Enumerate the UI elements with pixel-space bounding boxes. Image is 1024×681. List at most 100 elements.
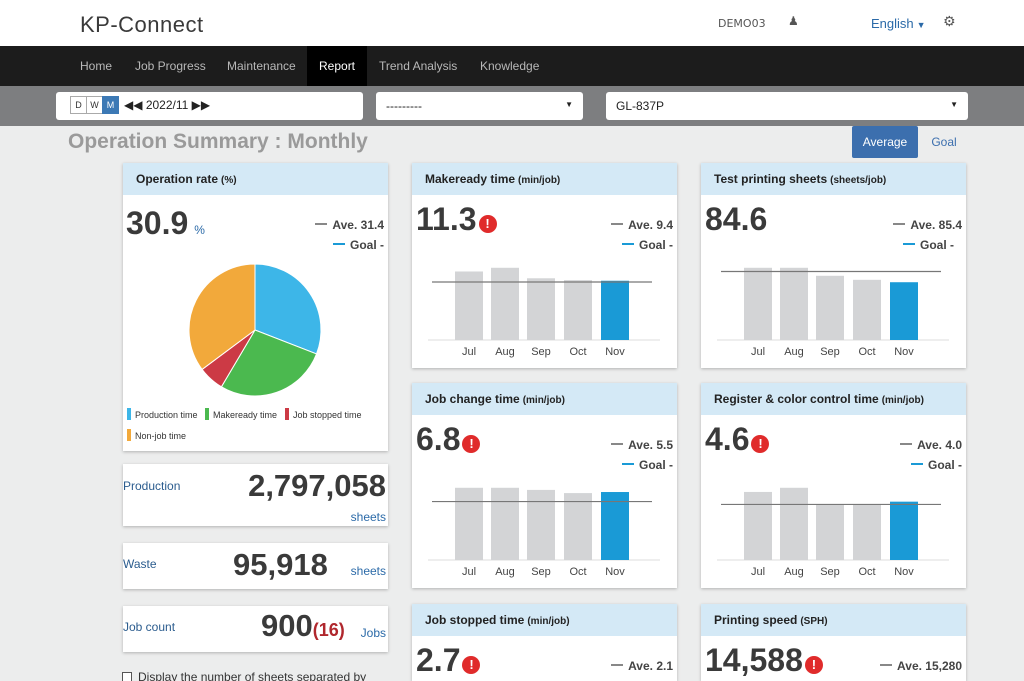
bar xyxy=(527,489,555,560)
nav-job-progress[interactable]: Job Progress xyxy=(135,59,206,73)
job-count-paren: (16) xyxy=(312,620,345,640)
settings-icon[interactable]: ⚙ xyxy=(943,14,956,30)
operation-rate-value: 30.9% xyxy=(126,205,205,242)
main-nav: Home Job Progress Maintenance Report Tre… xyxy=(0,46,1024,86)
language-selector[interactable]: English ▼ xyxy=(871,16,926,31)
value-number: 14,588 xyxy=(705,642,803,678)
checkbox-label: Display the number of sheets separated b… xyxy=(138,670,367,681)
x-tick-label: Oct xyxy=(569,346,586,358)
register-color-bar-chart: Jul Aug Sep Oct Nov xyxy=(701,468,966,588)
legend-item: Job stopped time xyxy=(285,408,362,420)
x-tick-label: Nov xyxy=(894,346,914,358)
legend-swatch xyxy=(127,408,131,420)
bar-chart-svg: Jul Aug Sep Oct Nov xyxy=(717,267,949,358)
job-count-card: Job count 900(16) Jobs xyxy=(123,606,388,652)
goal-text: Goal - xyxy=(638,238,673,252)
production-value: 2,797,058 xyxy=(248,468,386,503)
average-button[interactable]: Average xyxy=(852,126,918,158)
operation-rate-card: Operation rate (%) 30.9% Ave. 31.4 Goal -… xyxy=(123,163,388,451)
nav-trend-analysis[interactable]: Trend Analysis xyxy=(379,59,458,73)
x-tick-label: Oct xyxy=(858,566,875,578)
pie-slice xyxy=(254,263,322,355)
nav-home[interactable]: Home xyxy=(80,59,113,73)
bar xyxy=(564,280,592,340)
average-line-icon xyxy=(611,664,624,666)
bar-chart-svg: Jul Aug Sep Oct Nov xyxy=(717,487,949,578)
ave-label: Ave. 85.4 xyxy=(893,218,962,232)
printing-speed-card: Printing speed (SPH) 14,588! Ave. 15,280 xyxy=(701,604,966,681)
nav-maintenance[interactable]: Maintenance xyxy=(227,59,296,73)
x-tick-label: Sep xyxy=(820,346,840,358)
warning-icon[interactable]: ! xyxy=(462,435,481,453)
warning-icon[interactable]: ! xyxy=(462,656,481,674)
bar xyxy=(890,282,918,340)
production-card: Production 2,797,058 sheets xyxy=(123,464,388,526)
x-tick-label: Aug xyxy=(495,566,515,578)
period-picker: D W M ◀◀ 2022/11 ▶▶ xyxy=(56,92,363,120)
x-tick-label: Jul xyxy=(462,346,476,358)
card-title: Job change time xyxy=(425,392,520,406)
x-tick-label: Sep xyxy=(820,566,840,578)
goal-line-icon xyxy=(621,243,634,245)
warning-icon[interactable]: ! xyxy=(751,435,770,453)
x-tick-label: Jul xyxy=(462,566,476,578)
value-number: 11.3 xyxy=(416,201,477,237)
bar xyxy=(890,501,918,560)
user-name[interactable]: DEMO03 xyxy=(718,17,766,30)
legend-item: Non-job time xyxy=(127,429,186,441)
separate-sheets-option[interactable]: Display the number of sheets separated b… xyxy=(122,670,366,681)
next-period-icon[interactable]: ▶▶ xyxy=(191,98,211,112)
language-label: English xyxy=(871,16,914,31)
printing-speed-header: Printing speed (SPH) xyxy=(701,604,966,636)
ave-label: Ave. 31.4 xyxy=(315,218,384,232)
prev-period-icon[interactable]: ◀◀ xyxy=(124,98,143,112)
legend-label: Non-job time xyxy=(135,431,187,441)
x-tick-label: Oct xyxy=(858,346,875,358)
card-title: Printing speed xyxy=(714,613,798,627)
makeready-value: 11.3! xyxy=(416,201,497,238)
mode-month-button[interactable]: M xyxy=(102,96,119,114)
goal-line-icon xyxy=(332,243,345,245)
job-count-number: 900 xyxy=(261,608,313,643)
goal-label: Goal - xyxy=(621,238,673,252)
legend-label: Makeready time xyxy=(213,410,278,420)
waste-card: Waste 95,918 sheets xyxy=(123,543,388,589)
average-line-icon xyxy=(900,443,913,445)
goal-line-icon xyxy=(621,463,634,465)
mode-day-button[interactable]: D xyxy=(70,96,87,114)
bar xyxy=(601,492,629,560)
production-label: Production xyxy=(123,479,181,493)
warning-icon[interactable]: ! xyxy=(804,656,823,674)
goal-button[interactable]: Goal xyxy=(931,135,957,149)
bar xyxy=(455,487,483,560)
pie-svg xyxy=(188,263,322,397)
job-change-header: Job change time (min/job) xyxy=(412,383,677,415)
mode-week-button[interactable]: W xyxy=(86,96,103,114)
job-count-value: 900(16) xyxy=(261,608,345,644)
x-tick-label: Oct xyxy=(569,566,586,578)
bar xyxy=(491,487,519,560)
machine-select-value: GL-837P xyxy=(616,99,665,113)
value-number: 84.6 xyxy=(705,201,768,237)
app-logo[interactable]: KP-Connect xyxy=(80,12,204,37)
nav-knowledge[interactable]: Knowledge xyxy=(480,59,540,73)
job-count-label: Job count xyxy=(123,620,176,634)
legend-label: Job stopped time xyxy=(293,410,362,420)
group-select[interactable]: --------- ▼ xyxy=(376,92,583,120)
nav-report[interactable]: Report xyxy=(307,46,368,86)
pie-slice xyxy=(188,263,256,371)
value-unit: % xyxy=(194,223,205,237)
bar xyxy=(816,504,844,560)
ave-text: Ave. 5.5 xyxy=(628,438,673,452)
goal-text: Goal - xyxy=(919,238,954,252)
card-unit: (%) xyxy=(221,175,237,186)
legend-swatch xyxy=(285,408,289,420)
separate-sheets-checkbox[interactable] xyxy=(122,672,132,681)
page-title: Operation Summary : Monthly xyxy=(68,130,368,153)
machine-select[interactable]: GL-837P ▼ xyxy=(606,92,968,120)
user-icon[interactable]: ♟ xyxy=(788,14,799,28)
goal-label: Goal - xyxy=(621,458,673,472)
card-unit: (min/job) xyxy=(881,395,924,406)
warning-icon[interactable]: ! xyxy=(478,215,497,233)
value-number: 30.9 xyxy=(126,205,189,241)
